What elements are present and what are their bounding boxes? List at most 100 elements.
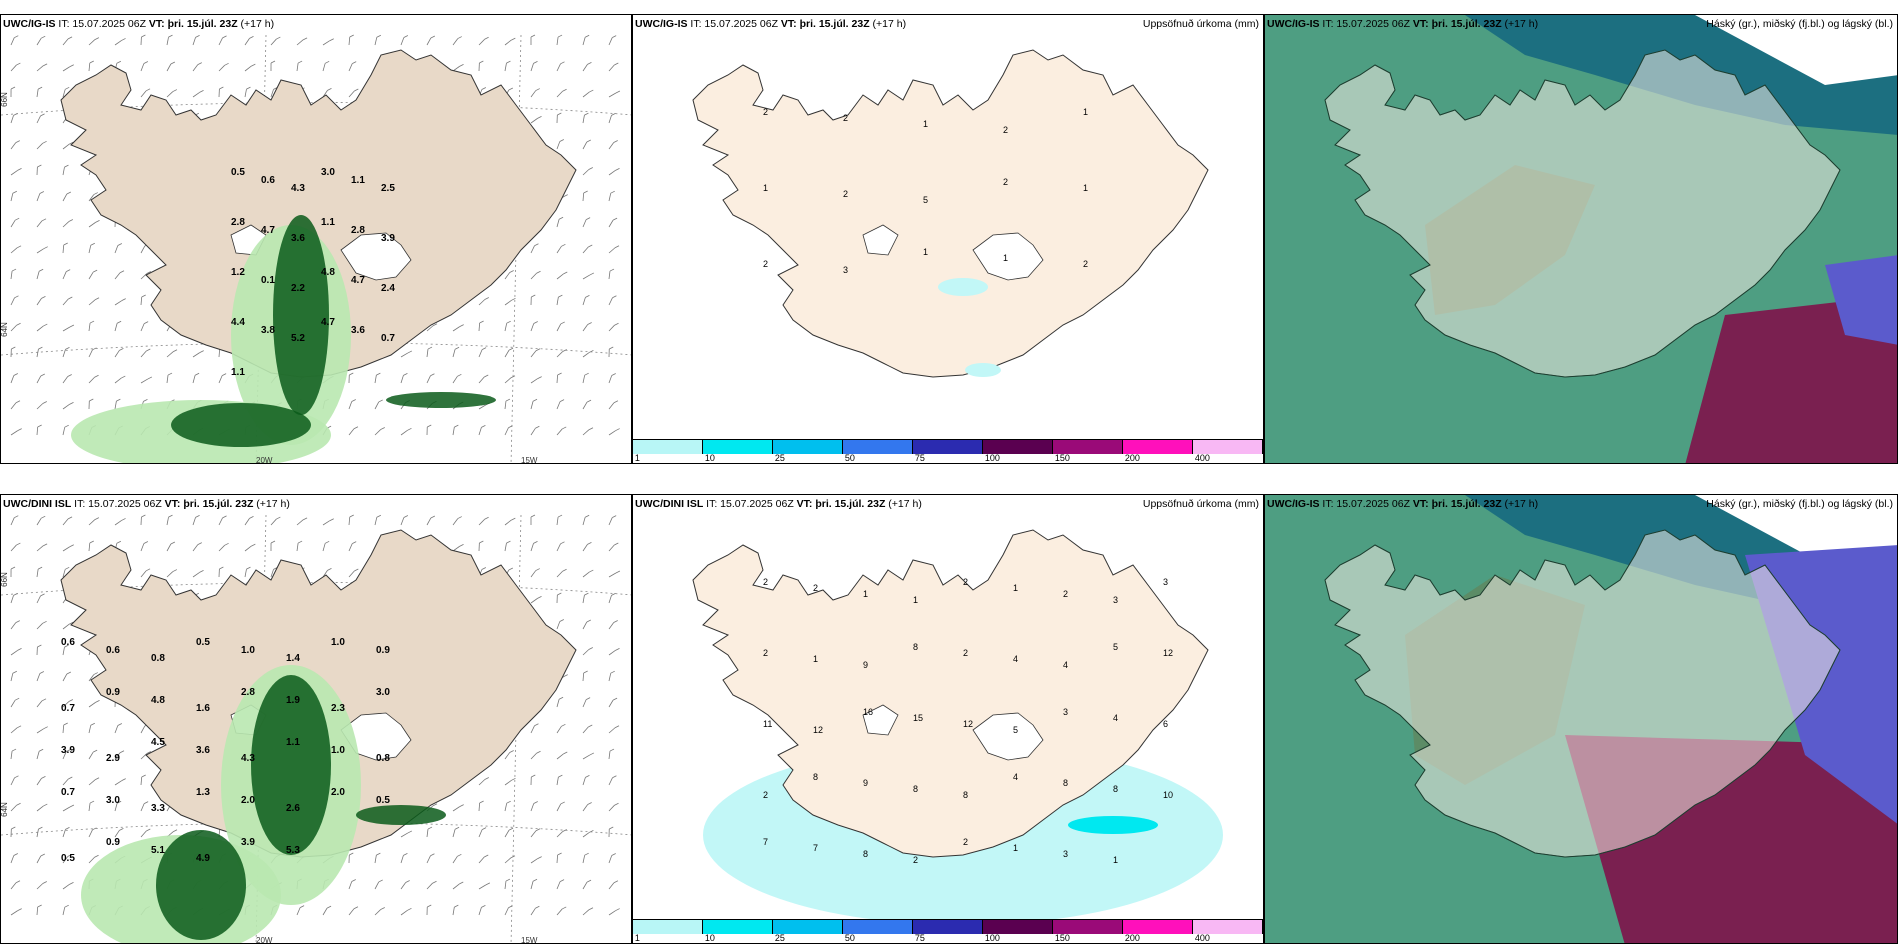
precip-value-label: 3.9 (61, 745, 75, 756)
accum-value-label: 7 (813, 843, 818, 853)
wind-barb-flag (65, 827, 70, 830)
wind-barb-flag (95, 700, 100, 703)
wind-barb (582, 517, 586, 526)
wind-barb (582, 429, 590, 436)
wind-barb (114, 272, 121, 280)
wind-barb-flag (43, 323, 48, 327)
wind-barb (582, 831, 590, 838)
precip-value-label: 2.2 (291, 283, 305, 294)
colorbar-label: 400 (1194, 453, 1210, 463)
wind-barb (400, 909, 408, 916)
wind-barb (36, 595, 41, 604)
precip-value-label: 3.0 (106, 795, 120, 806)
wind-barb-flag (17, 648, 22, 651)
accum-value-label: 8 (863, 849, 868, 859)
wind-barb-flag (68, 776, 73, 780)
wind-barb-flag (533, 321, 538, 324)
wind-barb-flag (612, 217, 618, 221)
wind-barb-flag (611, 373, 616, 376)
wind-barb (36, 778, 42, 786)
wind-barb (244, 545, 252, 552)
wind-barb (10, 882, 17, 890)
wind-barb (140, 803, 145, 812)
wind-barb-flag (585, 697, 591, 700)
wind-barb (166, 571, 174, 578)
accum-value-label: 3 (1163, 577, 1168, 587)
wind-barb-flag (613, 400, 619, 404)
wind-barb-flag (589, 752, 595, 756)
wind-barb-flag (89, 60, 94, 64)
wind-barb (114, 40, 122, 46)
wind-barb (62, 376, 69, 384)
wind-barb (556, 90, 563, 98)
wind-barb (62, 244, 65, 254)
accum-value-label: 2 (813, 583, 818, 593)
wind-barb-flag (614, 725, 620, 729)
wind-barb-flag (37, 164, 42, 168)
wind-barb-flag (329, 518, 334, 522)
wind-barb-flag (170, 61, 176, 65)
wind-barb (140, 776, 143, 786)
wind-barb (452, 546, 460, 552)
wind-barb (530, 858, 538, 864)
accum-value-label: 3 (1063, 849, 1068, 859)
wind-barb (322, 90, 328, 98)
colorbar-swatch (843, 920, 913, 934)
wind-barb (62, 647, 65, 656)
wind-barb-flag (195, 515, 200, 518)
precip-value-label: 3.8 (261, 325, 275, 336)
wind-barb-flag (536, 270, 541, 274)
wind-barb (608, 544, 615, 552)
wind-barb (426, 517, 432, 526)
wind-barb (88, 803, 91, 812)
glacier (972, 232, 1044, 281)
wind-barb-flag (407, 830, 413, 834)
wind-barb-flag (90, 722, 95, 726)
accum-value-label: 1 (1013, 583, 1018, 593)
wind-barb (608, 142, 615, 150)
wind-barb (478, 404, 487, 410)
wind-barb (530, 428, 536, 436)
wind-barb (608, 751, 611, 760)
colorbar: 1 10 25 50 75 100 150 200 400 (633, 919, 1263, 943)
wind-barb-flag (587, 541, 592, 545)
precip-value-label: 0.5 (376, 795, 390, 806)
wind-barb (478, 884, 487, 890)
panel-title: UWC/DINI ISL IT: 15.07.2025 06Z VT: þri.… (635, 498, 922, 510)
wind-barb (582, 777, 586, 786)
wind-barb-flag (143, 801, 149, 805)
wind-barb-flag (66, 671, 72, 675)
wind-barb-flag (560, 321, 565, 325)
precip-shading (81, 665, 446, 943)
wind-barb-flag (457, 36, 462, 39)
precip-value-label: 2.9 (106, 753, 120, 764)
precip-value-label: 1.4 (286, 653, 300, 664)
wind-barb (400, 429, 408, 436)
wind-barb (88, 542, 91, 552)
wind-barb (140, 90, 147, 98)
wind-barb-flag (609, 268, 615, 272)
wind-barb-flag (42, 140, 47, 144)
wind-barb (582, 571, 590, 578)
wind-barb (504, 752, 511, 760)
wind-barb-flag (297, 540, 303, 544)
wind-barb-flag (537, 596, 542, 599)
wind-barb (400, 517, 405, 526)
precip-value-label: 3.0 (376, 687, 390, 698)
wind-barb-flag (63, 242, 68, 246)
wind-barb (530, 598, 538, 604)
wind-barb-flag (508, 425, 513, 429)
wind-barb (322, 907, 328, 916)
wind-barb (400, 352, 409, 358)
wind-barb (530, 378, 538, 384)
rain-core (171, 403, 311, 447)
wind-barb-flag (42, 63, 48, 67)
wind-barb-flag (484, 374, 489, 378)
precip-value-label: 0.6 (61, 637, 75, 648)
wind-barb (608, 297, 613, 306)
wind-barb-flag (586, 619, 591, 623)
wind-barb-flag (172, 89, 178, 92)
wind-barb-flag (510, 855, 516, 859)
accum-precip-map: 2211212332198244512111216151253462898848… (692, 529, 1223, 925)
wind-barb-flag (535, 828, 541, 832)
